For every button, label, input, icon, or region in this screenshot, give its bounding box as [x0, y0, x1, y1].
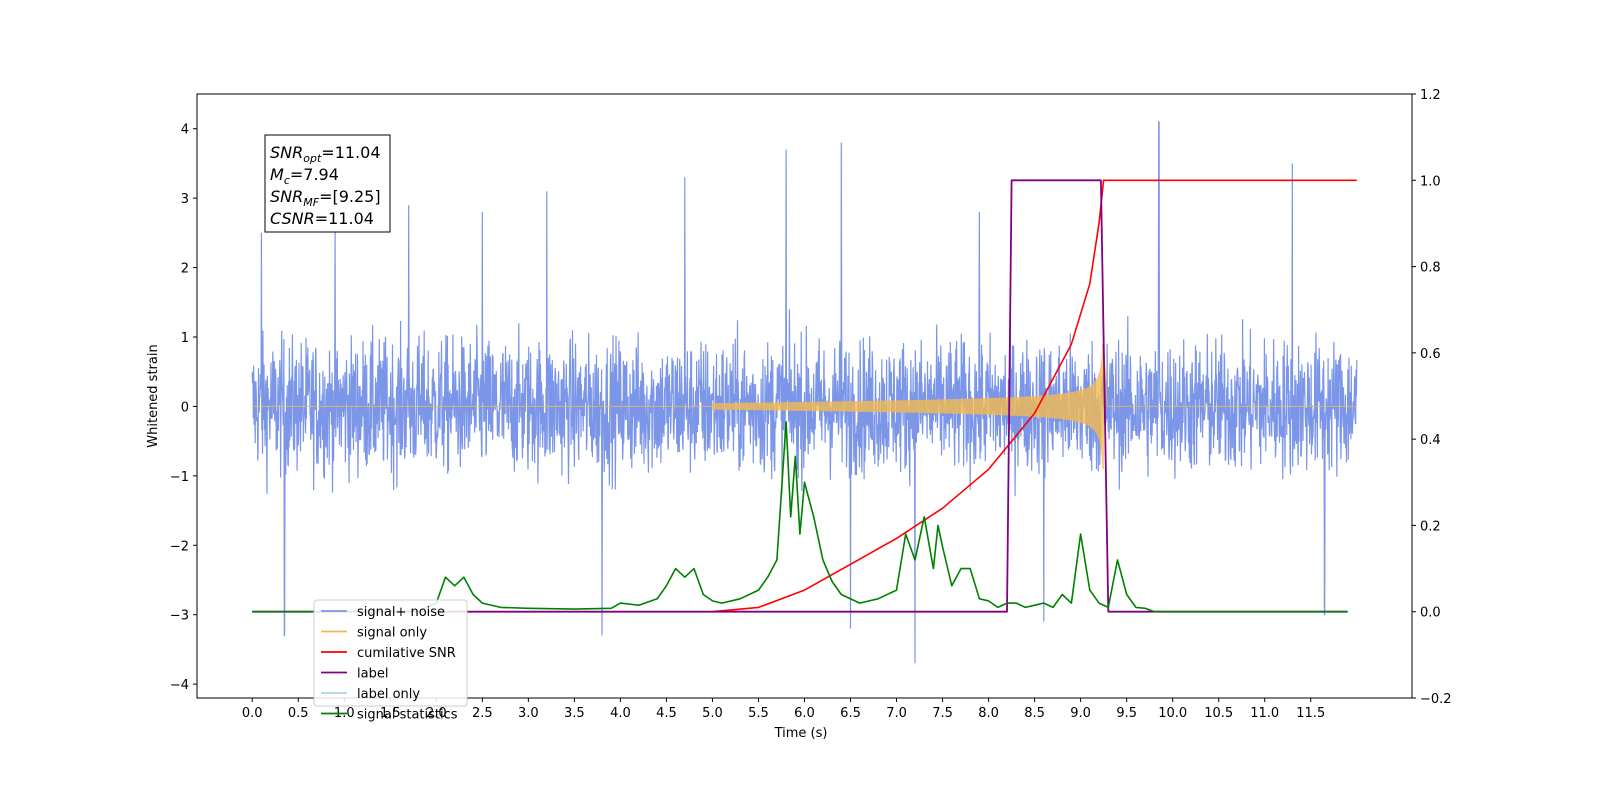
series-signal-statistics-line: [252, 421, 1348, 613]
series-signal-only-line: [252, 343, 1357, 469]
plot-area: [251, 121, 1358, 664]
x-tick-label: 4.5: [656, 706, 677, 721]
x-tick-label: 4.0: [610, 706, 631, 721]
x-tick-label: 6.5: [840, 706, 861, 721]
y-axis-label: Whitened strain: [146, 344, 161, 447]
annotation-line: SNRMF=[9.25]: [270, 187, 381, 209]
series-cumulative-snr-line: [712, 179, 1357, 613]
x-tick-label: 2.0: [426, 706, 447, 721]
y-tick-label: −2: [170, 539, 189, 554]
y-axis-right: 1.2 1.0 0.8 0.6 0.4 0.2 0.0 −0.2: [1412, 88, 1452, 707]
annotation-line: SNRopt=11.04: [270, 143, 381, 165]
legend: signal+ noise signal only cumilative SNR la…: [313, 599, 468, 723]
x-tick-label: 2.5: [472, 706, 493, 721]
y-tick-label: 4: [181, 123, 189, 138]
y-tick-label: −3: [170, 609, 189, 624]
legend-label: label: [357, 667, 388, 682]
x-tick-label: 7.0: [886, 706, 907, 721]
x-axis: 0.0 0.5 1.0 1.5 2.0 2.5 3.0 3.5 4.0 4.5 5.0 5.5 6.0 6…: [242, 698, 1325, 721]
annotation-line: Mc=7.94: [270, 165, 339, 187]
x-tick-label: 8.5: [1024, 706, 1045, 721]
annotation-line: CSNR=11.04: [270, 209, 374, 228]
legend-label: signal+ noise: [357, 605, 445, 620]
x-tick-label: 5.5: [748, 706, 769, 721]
annotation-box: SNRopt=11.04Mc=7.94SNRMF=[9.25]CSNR=11.0…: [264, 134, 391, 233]
y-tick-label: 1: [181, 331, 189, 346]
x-tick-label: 1.5: [380, 706, 401, 721]
x-tick-label: 9.5: [1116, 706, 1137, 721]
x-tick-label: 11.0: [1250, 706, 1279, 721]
x-tick-label: 3.5: [564, 706, 585, 721]
x-tick-label: 0.5: [288, 706, 309, 721]
y-tick-label: −1: [170, 470, 189, 485]
y-right-tick-label: 1.0: [1420, 174, 1441, 189]
x-tick-label: 3.0: [518, 706, 539, 721]
y-tick-label: 2: [181, 262, 189, 277]
x-tick-label: 8.0: [978, 706, 999, 721]
y-axis-left: 4 3 2 1 0 −1 −2 −3 −4: [170, 123, 197, 693]
x-tick-label: 9.0: [1070, 706, 1091, 721]
legend-label: signal statistics: [357, 708, 458, 723]
y-right-tick-label: 0.8: [1420, 261, 1441, 276]
x-tick-label: 0.0: [242, 706, 263, 721]
y-tick-label: 3: [181, 192, 189, 207]
y-right-tick-label: 1.2: [1420, 88, 1441, 103]
legend-label: label only: [357, 687, 420, 702]
x-tick-label: 10.0: [1158, 706, 1187, 721]
x-tick-label: 7.5: [932, 706, 953, 721]
y-right-tick-label: 0.2: [1420, 519, 1441, 534]
y-right-tick-label: 0.6: [1420, 347, 1441, 362]
x-tick-label: 6.0: [794, 706, 815, 721]
x-axis-label: Time (s): [774, 726, 828, 741]
y-right-tick-label: 0.4: [1420, 433, 1441, 448]
legend-label: cumilative SNR: [357, 646, 456, 661]
x-tick-label: 5.0: [702, 706, 723, 721]
series-label-line: [252, 179, 1348, 613]
y-right-tick-label: −0.2: [1420, 692, 1452, 707]
y-tick-label: −4: [170, 678, 189, 693]
legend-label: signal only: [357, 626, 427, 641]
x-tick-label: 11.5: [1296, 706, 1325, 721]
x-tick-label: 10.5: [1204, 706, 1233, 721]
series-signal-noise-line: [251, 121, 1358, 664]
y-tick-label: 0: [181, 400, 189, 415]
y-right-tick-label: 0.0: [1420, 606, 1441, 621]
